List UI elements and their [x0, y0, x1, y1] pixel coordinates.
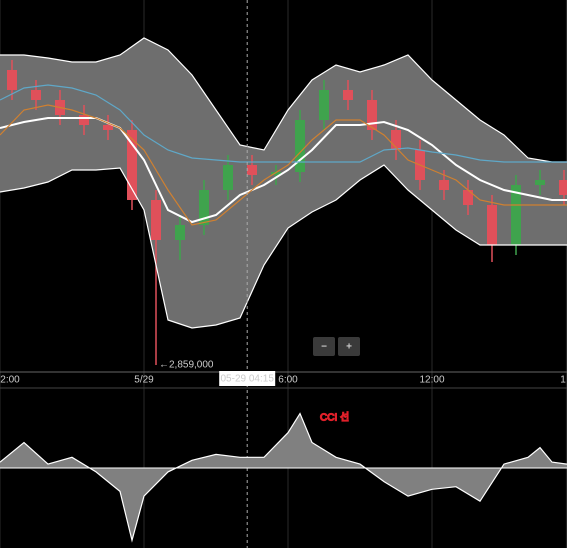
button-bg	[313, 337, 335, 356]
button-label: −	[321, 342, 327, 353]
candle-body	[31, 90, 41, 100]
candle-body	[223, 165, 233, 190]
cci-area	[0, 413, 567, 541]
zoom-button[interactable]: −	[313, 337, 335, 356]
annotation: CCI 선	[320, 412, 349, 424]
candle-body	[103, 125, 113, 130]
indicator-line	[0, 104, 567, 226]
x-tick-label: 1	[560, 375, 566, 386]
candle-body	[151, 200, 161, 240]
cci-line	[0, 412, 567, 543]
candle-body	[439, 180, 449, 190]
candle-body	[199, 190, 209, 225]
candle-body	[463, 190, 473, 205]
candle-body	[391, 130, 401, 150]
indicator-line	[0, 84, 567, 163]
indicator-line	[0, 37, 567, 163]
indicator-line	[0, 164, 567, 329]
x-tick-label: 6:00	[278, 375, 298, 386]
candle-body	[175, 225, 185, 240]
candle-body	[247, 165, 257, 175]
candle-body	[559, 180, 567, 195]
candle-body	[319, 90, 329, 120]
x-tick-label: 2:00	[0, 375, 20, 386]
candle-body	[7, 70, 17, 90]
candle-body	[295, 120, 305, 172]
candle-body	[487, 205, 497, 245]
button-label: +	[346, 342, 352, 353]
x-tick-label: 5/29	[134, 375, 154, 386]
candle-body	[511, 185, 521, 245]
candle-body	[271, 172, 281, 175]
zoom-button[interactable]: +	[338, 337, 360, 356]
band-area	[0, 38, 567, 328]
crosshair-label: 05-29 04:15	[221, 374, 275, 385]
crosshair-label-box	[219, 371, 276, 386]
candle-body	[127, 130, 137, 200]
x-tick-label: 12:00	[419, 375, 444, 386]
candle-body	[535, 180, 545, 185]
candle-body	[343, 90, 353, 100]
candle-body	[367, 100, 377, 130]
candle-body	[79, 115, 89, 125]
button-bg	[338, 337, 360, 356]
min-price-label: ←2,859,000	[159, 360, 214, 371]
